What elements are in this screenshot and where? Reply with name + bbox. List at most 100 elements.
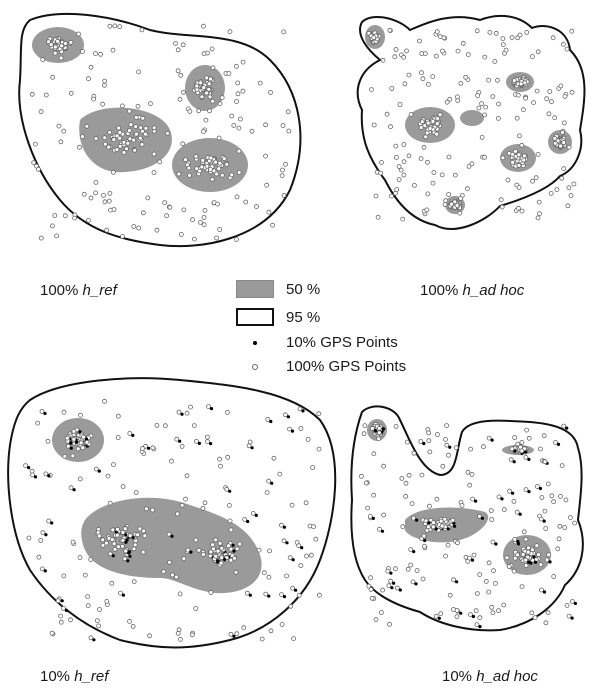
gps-point-100 [375,214,381,220]
gps-point-100 [406,153,412,159]
gps-point-100 [546,552,551,558]
gps-point-100 [85,594,90,599]
gps-point-10 [542,519,546,523]
gps-point-100 [227,29,233,35]
gps-point-100 [446,452,451,458]
gps-point-100 [518,81,524,87]
gps-point-100 [285,109,291,115]
gps-point-100 [29,91,35,97]
gps-points [29,23,292,242]
gps-point-100 [519,142,525,148]
gps-point-100 [259,636,265,642]
gps-point-100 [548,190,554,196]
gps-point-100 [31,160,37,166]
gps-point-100 [506,564,512,569]
gps-point-10 [180,412,184,416]
gps-point-100 [201,215,207,220]
gps-point-100 [157,159,163,165]
gps-point-100 [387,621,392,627]
gps-point-100 [452,199,458,205]
panel-100-adhoc [356,14,586,230]
core-50 [81,497,262,594]
gps-point-100 [439,172,445,178]
gps-point-100 [217,541,223,546]
gps-point-100 [213,159,219,165]
gps-point-100 [213,553,219,559]
gps-point-100 [475,93,481,98]
gps-point-100 [558,493,563,499]
gps-point-100 [553,439,558,445]
gps-point-100 [425,120,431,126]
gps-point-100 [483,579,489,584]
gps-point-100 [122,556,128,562]
gps-point-100 [404,48,409,54]
gps-point-100 [88,195,94,201]
gps-point-100 [110,47,116,53]
gps-point-10 [286,415,290,419]
gps-point-100 [93,51,98,56]
gps-point-100 [40,530,46,536]
gps-point-100 [365,505,371,511]
gps-point-100 [216,135,222,141]
open-circle-icon [252,363,258,370]
gps-point-100 [388,193,394,199]
gps-point-100 [363,480,369,486]
gps-point-100 [523,557,529,563]
gps-point-100 [190,217,195,223]
gps-point-100 [411,182,417,188]
gps-point-100 [516,184,522,190]
gps-point-10 [97,469,101,473]
gps-points [23,398,322,642]
legend-label: 95 % [286,308,321,326]
gps-point-100 [84,439,90,445]
gps-point-100 [521,157,527,163]
gps-point-10 [446,527,450,531]
gps-point-100 [219,172,225,178]
gps-point-100 [48,42,54,47]
gps-point-100 [393,143,399,149]
gps-point-100 [65,443,71,449]
gps-point-100 [469,161,475,167]
gps-point-100 [85,603,91,608]
gps-point-100 [194,83,200,89]
gps-point-100 [267,548,272,554]
gps-point-100 [538,516,544,522]
gps-point-100 [240,88,246,94]
gps-point-100 [234,236,239,242]
gps-point-100 [542,508,548,514]
gps-point-100 [135,532,141,538]
gps-point-100 [266,209,272,215]
gps-point-100 [561,120,567,126]
gps-point-100 [140,549,146,555]
gps-point-10 [64,608,68,613]
gps-point-100 [109,537,115,542]
gps-point-100 [486,589,492,595]
gps-point-100 [499,204,505,210]
gps-point-100 [419,119,425,125]
gps-point-100 [136,69,142,75]
gps-point-10 [474,499,478,503]
gps-point-100 [427,126,433,131]
gps-point-10 [548,560,552,564]
gps-point-100 [143,443,149,449]
gps-point-100 [217,101,223,107]
gps-point-100 [120,543,125,549]
gps-point-100 [120,484,126,489]
gps-point-100 [131,224,137,229]
gps-point-10 [291,558,295,562]
gps-point-100 [507,488,513,494]
gps-point-100 [425,159,430,165]
gps-point-100 [219,95,225,100]
gps-point-100 [481,444,486,450]
gps-point-10 [228,489,232,493]
gps-point-100 [290,585,296,591]
gps-point-100 [425,82,431,87]
gps-point-10 [380,529,385,533]
gps-point-100 [453,445,459,451]
gps-point-100 [136,225,142,231]
gps-point-100 [167,559,172,565]
gps-point-100 [215,201,220,207]
gps-point-100 [109,580,115,586]
gps-point-100 [91,96,96,102]
gps-point-100 [140,210,146,216]
